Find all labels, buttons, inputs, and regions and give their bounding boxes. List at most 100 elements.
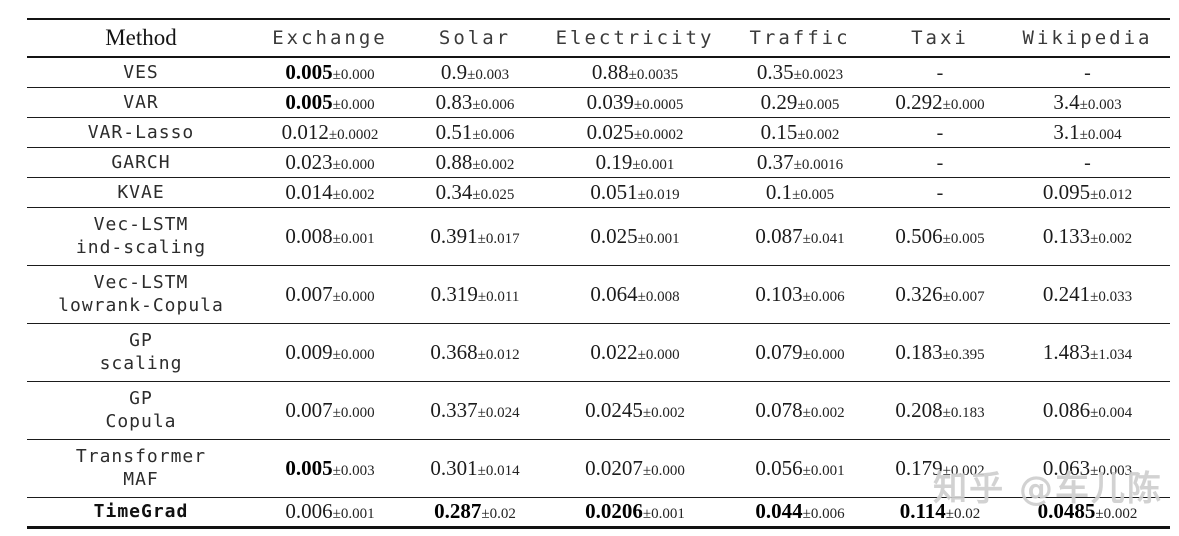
metric-std: ±0.0023 [793,66,844,83]
missing-value-dash: - [1084,61,1091,84]
metric-value: 0.183 [895,339,943,364]
metric-std: ±0.183 [942,404,985,421]
table-row: VAR 0.005±0.000 0.83±0.006 0.039±0.0005 0.29… [27,87,1170,117]
value-cell: 0.337±0.024 [405,381,545,439]
metric-std: ±0.001 [332,506,375,522]
method-cell: KVAE [27,177,255,207]
value-cell: 3.1±0.004 [1005,117,1170,147]
metric-std: ±0.000 [332,156,375,173]
value-cell: 0.301±0.014 [405,439,545,497]
value-cell: 0.044±0.006 [725,497,875,527]
metric-value: 0.319 [430,281,478,306]
value-cell: 0.006±0.001 [255,497,405,527]
metric-std: ±0.001 [642,506,685,522]
metric-std: ±0.012 [477,346,520,363]
metric-value: 3.4 [1053,89,1080,114]
metric-value: 0.15 [760,119,798,144]
metric-std: ±0.000 [332,288,375,305]
metric-value: 0.023 [285,149,333,174]
method-name: VAR-Lasso [87,121,195,143]
metric-std: ±0.001 [332,230,375,247]
value-cell: 0.133±0.002 [1005,207,1170,265]
metric-value: 0.287 [434,499,482,523]
metric-value: 0.391 [430,223,478,248]
metric-value: 3.1 [1053,119,1080,144]
metric-std: ±0.006 [472,126,515,143]
value-cell: 0.15±0.002 [725,117,875,147]
metric-value: 0.208 [895,397,943,422]
header-cell-method: Method [105,25,177,50]
metric-value: 0.005 [285,89,333,114]
table-row: TimeGrad 0.006±0.001 0.287±0.02 0.0206±0.00… [27,497,1170,527]
metric-value: 0.0485 [1037,499,1096,523]
metric-value: 0.29 [760,89,798,114]
metric-std: ±0.017 [477,230,520,247]
value-cell: 0.064±0.008 [545,265,725,323]
missing-value-dash: - [936,151,944,174]
metric-value: 0.19 [595,149,633,174]
value-cell: 0.0245±0.002 [545,381,725,439]
metric-value: 0.179 [895,455,943,480]
header-row: Method Exchange Solar Electricity Traffic Tax… [27,19,1170,57]
metric-value: 0.025 [590,223,638,248]
value-cell: 0.0207±0.000 [545,439,725,497]
metric-value: 0.88 [435,149,473,174]
value-cell: - [875,177,1005,207]
metric-std: ±0.0002 [328,126,379,143]
metric-value: 0.1 [765,179,793,204]
missing-value-dash: - [1084,151,1091,174]
metric-std: ±0.002 [942,462,985,479]
metric-std: ±0.005 [942,230,985,247]
metric-std: ±0.014 [477,462,520,479]
value-cell: 0.208±0.183 [875,381,1005,439]
table-row: GP Copula 0.007±0.000 0.337±0.024 0.0245±0.0… [27,381,1170,439]
missing-value-dash: - [936,121,944,144]
metric-value: 0.087 [755,223,803,248]
metric-value: 0.506 [895,223,943,248]
method-cell: GP Copula [27,381,255,439]
metric-value: 0.005 [285,455,333,480]
metric-std: ±0.001 [632,156,675,173]
metric-std: ±0.004 [1090,404,1133,421]
metric-value: 0.37 [756,149,794,174]
metric-value: 0.0207 [585,455,643,480]
table-row: Vec-LSTM ind-scaling 0.008±0.001 0.391±0.01… [27,207,1170,265]
metric-std: ±0.000 [332,96,375,113]
metric-std: ±0.019 [637,186,680,203]
method-name: VAR [123,91,159,113]
metric-std: ±0.000 [332,404,375,421]
metric-value: 0.337 [430,397,478,422]
method-name: MAF [123,469,159,490]
metric-std: ±0.006 [802,288,845,305]
method-name: Vec-LSTM [93,272,189,293]
value-cell: 0.005±0.000 [255,57,405,87]
value-cell: 0.19±0.001 [545,147,725,177]
value-cell: 0.9±0.003 [405,57,545,87]
value-cell: 0.014±0.002 [255,177,405,207]
metric-value: 0.0245 [585,397,643,422]
method-name: Transformer [75,446,207,467]
metric-std: ±0.0002 [633,126,684,143]
metric-std: ±0.0016 [793,156,844,173]
metric-std: ±0.002 [332,186,375,203]
metric-value: 0.133 [1042,223,1091,248]
value-cell: 0.88±0.0035 [545,57,725,87]
value-cell: - [875,117,1005,147]
metric-value: 0.34 [435,179,473,204]
metric-std: ±0.0035 [628,66,679,83]
metric-std: ±0.002 [472,156,515,173]
value-cell: - [875,147,1005,177]
metric-value: 0.022 [590,339,638,364]
metric-std: ±0.003 [1090,462,1133,479]
value-cell: 0.51±0.006 [405,117,545,147]
metric-value: 0.064 [590,281,638,306]
metric-std: ±0.000 [642,462,685,479]
metric-value: 0.051 [590,179,638,204]
value-cell: 0.008±0.001 [255,207,405,265]
metric-value: 0.301 [430,455,478,480]
method-cell: GP scaling [27,323,255,381]
metric-std: ±0.005 [792,186,835,203]
metric-std: ±0.006 [802,506,845,522]
header-cell-dataset: Solar [438,27,512,49]
